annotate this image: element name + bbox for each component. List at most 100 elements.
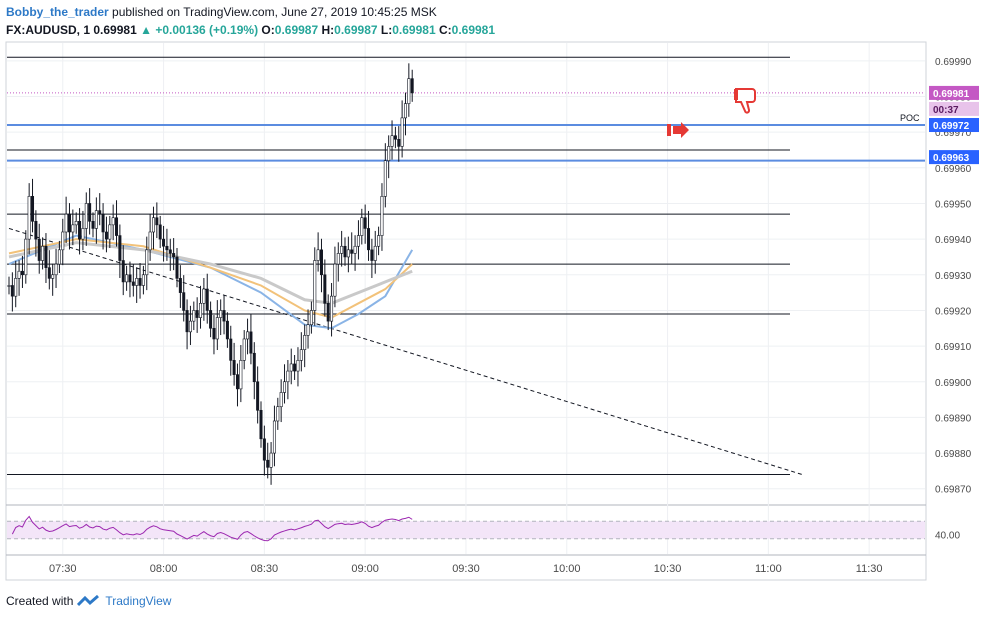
candle-body (239, 360, 243, 390)
change-value: +0.00136 (+0.19%) (155, 23, 259, 37)
time-axis[interactable]: 07:30 08:00 08:30 09:00 09:30 10:00 10:30 11:00… (49, 563, 883, 575)
high-label: H: (321, 23, 335, 37)
candle-body (276, 406, 280, 422)
ohlc-line: FX:AUDUSD, 1 0.69981 ▲ +0.00136 (+0.19%)… (6, 23, 495, 37)
candle-body (94, 210, 98, 229)
price-tick-label: 0.69920 (935, 306, 972, 317)
candle-body (74, 220, 78, 226)
candle-body (195, 310, 199, 318)
rsi-axis-label: 40.00 (935, 530, 960, 541)
rsi-line (11, 515, 413, 542)
candle-body (363, 217, 367, 229)
footer: Created with TradingView (6, 594, 171, 608)
candle-body (407, 78, 411, 104)
candle-body (78, 220, 82, 240)
poc-label: POC (900, 113, 920, 123)
candle-body (380, 196, 384, 236)
candle-body (71, 224, 75, 233)
candle-body (118, 235, 122, 261)
candle-body (309, 310, 313, 326)
close-value: 0.69981 (451, 23, 496, 37)
candle-body (262, 438, 266, 461)
last-price-tag: 0.69981 (933, 89, 970, 100)
candle-body (202, 288, 206, 304)
candle-body (172, 253, 176, 258)
price-tick-label: 0.69880 (935, 449, 972, 460)
author-name[interactable]: Bobby_the_trader (6, 5, 109, 19)
candle-body (299, 349, 303, 361)
price-tick-label: 0.69960 (935, 164, 972, 175)
price-axis[interactable]: 0.699900.699800.699700.699600.699500.699… (900, 57, 979, 542)
candle-body (313, 260, 317, 311)
candle-body (377, 235, 381, 247)
candle-body (165, 245, 169, 251)
candle-body (17, 270, 21, 279)
candle-body (373, 245, 377, 261)
candle-body (192, 310, 196, 322)
candle-body (293, 363, 297, 372)
low-value: 0.69981 (392, 23, 436, 37)
candle-body (135, 278, 139, 286)
candle-body (37, 238, 41, 261)
candle-body (14, 278, 18, 297)
candle-body (84, 203, 88, 229)
candle-body (326, 303, 330, 322)
candle-body (410, 78, 414, 94)
candle-body (175, 256, 179, 279)
published-text: published on TradingView.com, June 27, 2… (108, 5, 437, 19)
candle-body (209, 310, 213, 329)
candle-body (235, 374, 239, 390)
candle-body (350, 249, 354, 254)
grid (7, 43, 925, 554)
candle-body (279, 392, 283, 408)
candle-body (115, 217, 119, 236)
candle-body (319, 249, 323, 276)
candle-body (259, 409, 263, 440)
candle-body (108, 224, 112, 240)
candle-body (51, 274, 55, 279)
candle-body (256, 381, 260, 411)
candle-body (266, 459, 270, 468)
candle-body (125, 274, 129, 283)
price-tick-label: 0.69890 (935, 413, 972, 424)
candle-body (370, 249, 374, 261)
candle-body (340, 245, 344, 254)
price-tick-label: 0.69930 (935, 271, 972, 282)
candle-body (188, 320, 192, 333)
last-price-tag-bg (929, 85, 979, 100)
candle-body (67, 213, 71, 233)
poc-price-tag-bg (929, 118, 979, 133)
publish-line: Bobby_the_trader published on TradingVie… (6, 5, 437, 19)
low-label: L: (380, 23, 393, 37)
candle-body (393, 135, 397, 140)
candle-body (31, 196, 35, 222)
tradingview-brand[interactable]: TradingView (105, 594, 172, 608)
thumbs-down-icon (734, 88, 756, 114)
price-tick-label: 0.69870 (935, 485, 972, 496)
candle-body (34, 220, 38, 240)
horizontal-levels[interactable] (7, 56, 925, 475)
chart-frame (5, 41, 927, 581)
candle-body (303, 335, 307, 350)
rsi-pane (7, 515, 925, 542)
candle-body (155, 217, 159, 226)
candle-body (289, 363, 293, 372)
open-label: O: (261, 23, 275, 37)
price-tick-label: 0.69970 (935, 128, 972, 139)
red-arrow-marker-icon (667, 122, 689, 138)
candle-body (283, 381, 287, 393)
candle-body (61, 231, 65, 251)
candle-body (199, 303, 203, 318)
countdown-tag: 00:37 (933, 105, 959, 116)
candle-body (212, 327, 216, 340)
candle-body (158, 224, 162, 240)
overlays (667, 88, 756, 138)
candle-body (205, 288, 209, 311)
candle-body (151, 217, 155, 233)
candle-body (162, 238, 166, 247)
level-price-tag-bg (929, 150, 979, 165)
candle-body (104, 231, 108, 240)
candle-body (356, 235, 360, 247)
time-tick-label: 08:00 (150, 563, 178, 575)
